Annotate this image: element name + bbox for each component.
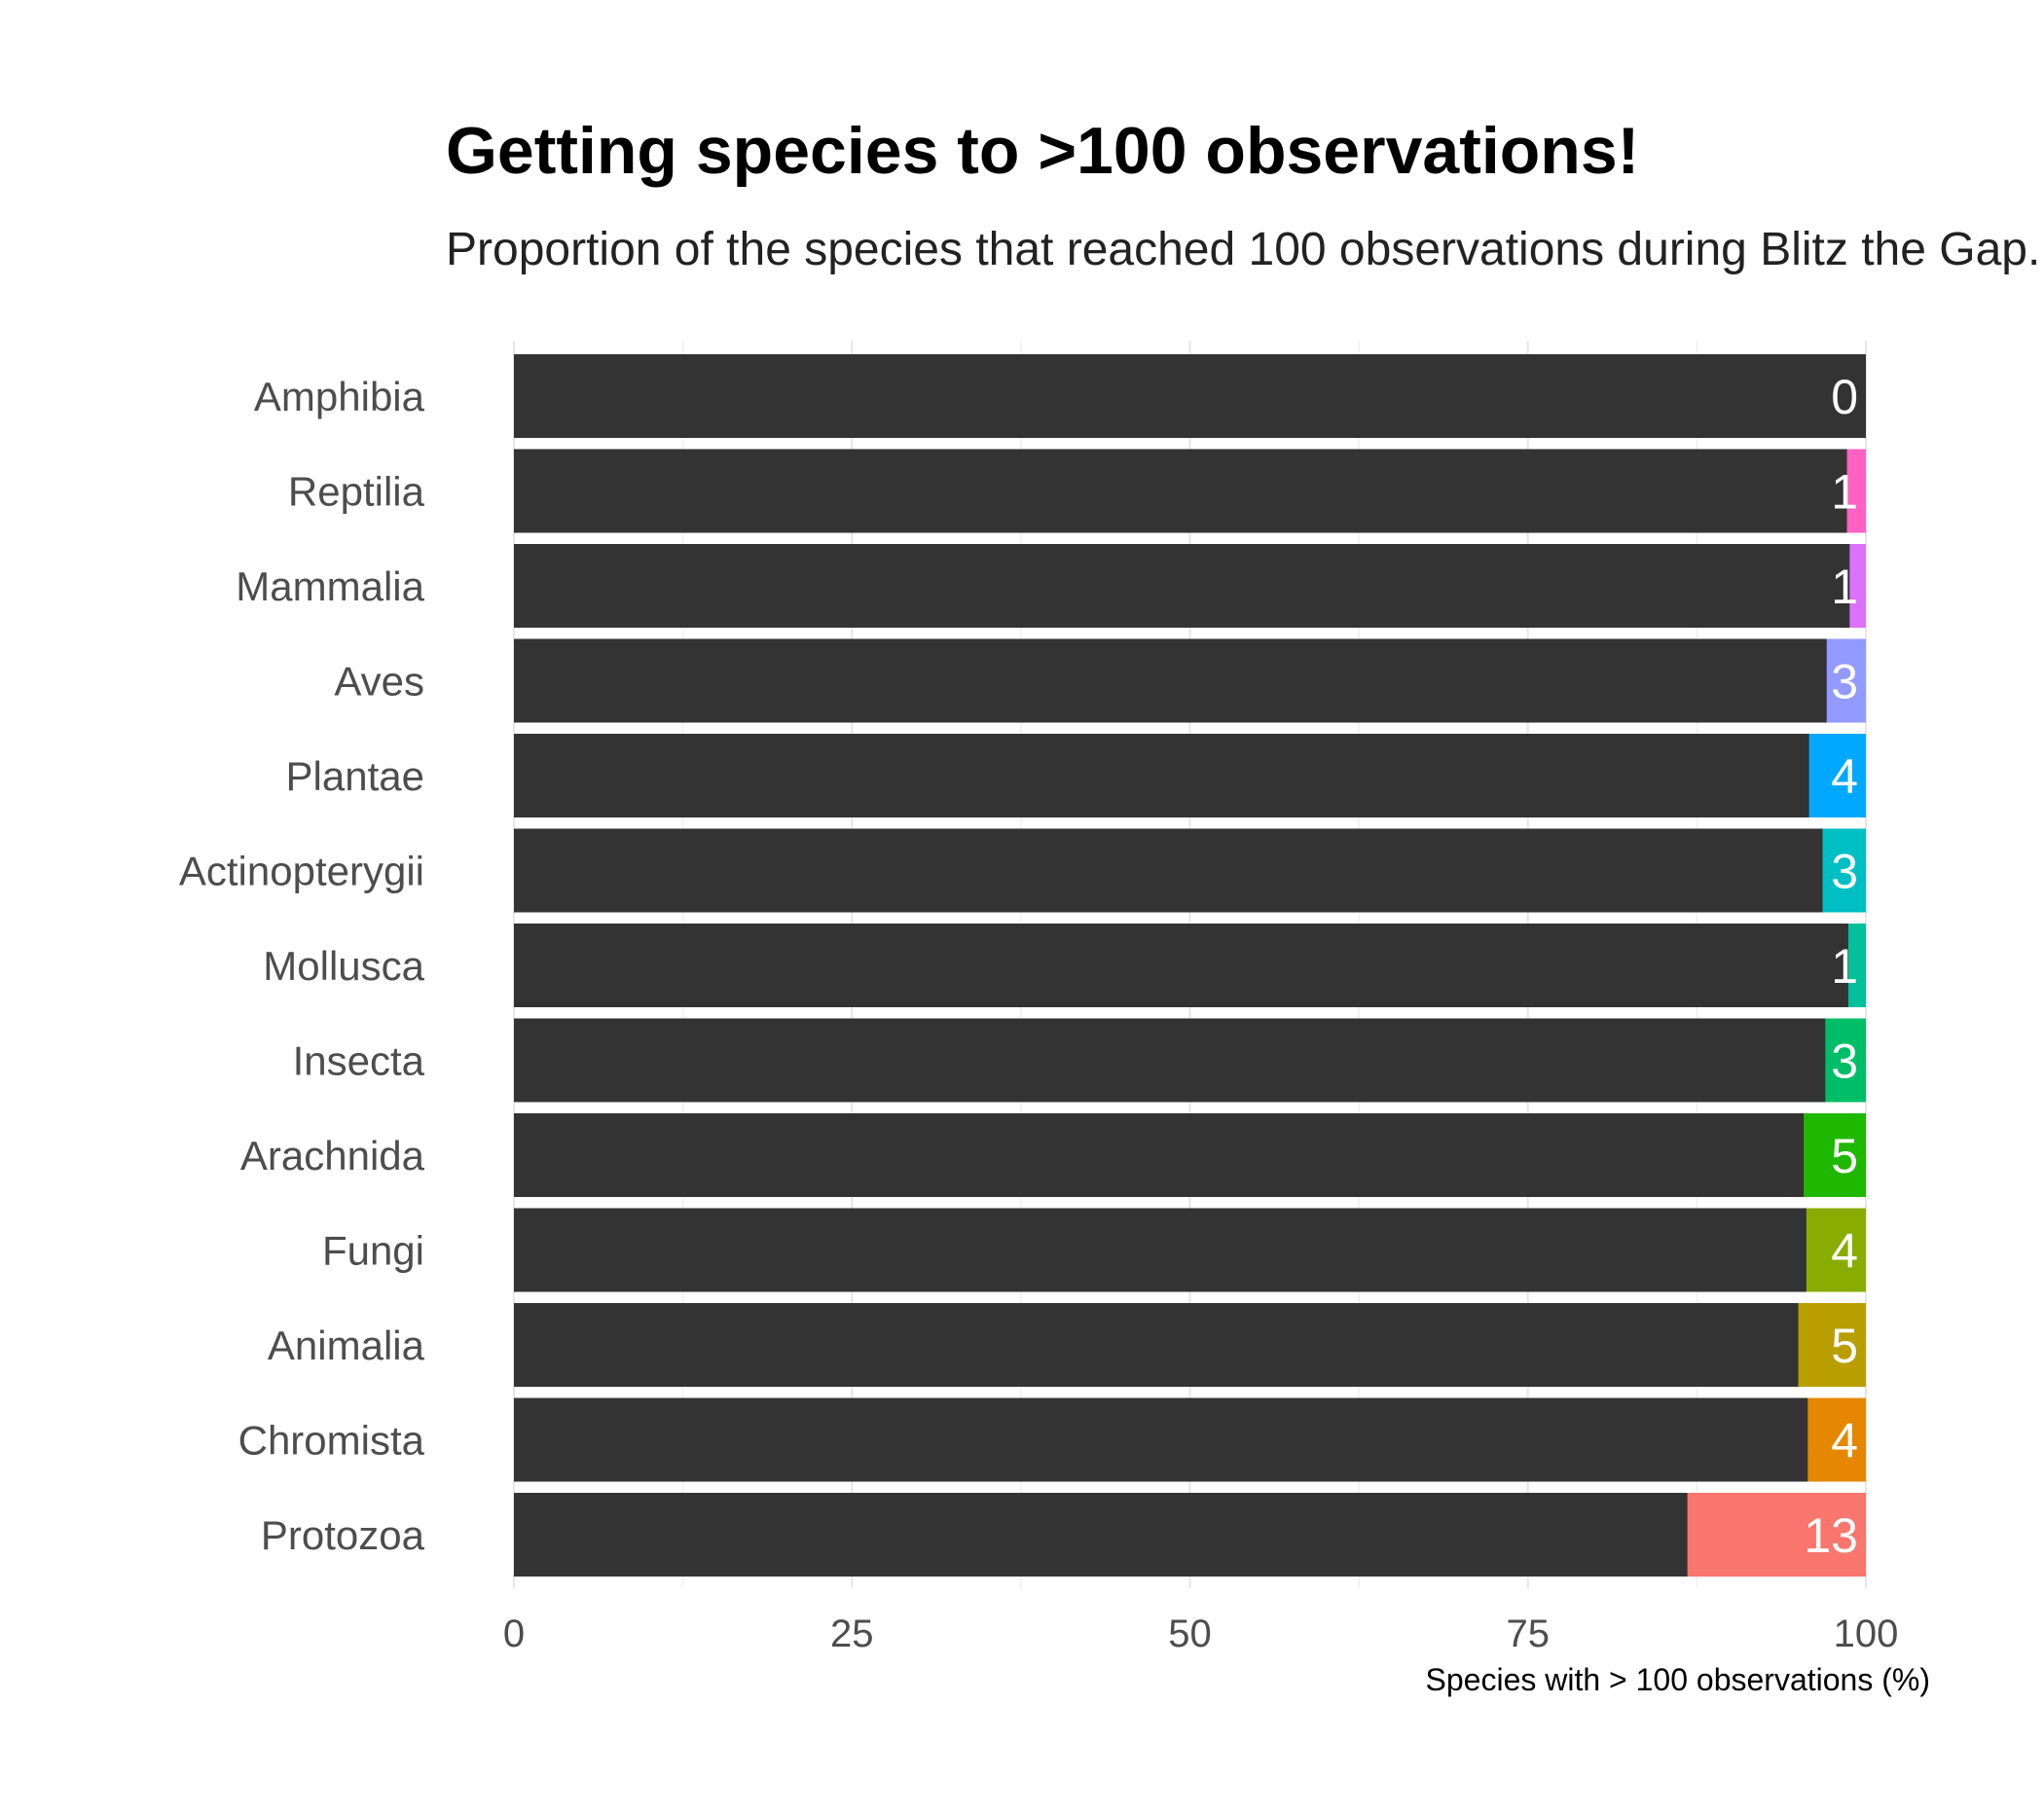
data-label-plantae: 4 — [1831, 749, 1858, 804]
x-tick-label: 0 — [503, 1613, 525, 1655]
bar-background-amphibia — [514, 354, 1866, 438]
bar-aves — [1826, 638, 1866, 723]
category-label-plantae: Plantae — [286, 753, 424, 799]
category-label-insecta: Insecta — [293, 1038, 425, 1084]
category-labels: Amphibia Reptilia Mammalia Aves Plantae Actin… — [179, 374, 425, 1558]
category-label-animalia: Animalia — [268, 1323, 425, 1368]
bar-background-fungi — [514, 1208, 1866, 1292]
bar-animalia — [1798, 1303, 1866, 1387]
bar-chromista — [1807, 1397, 1866, 1482]
data-label-reptilia: 1 — [1831, 465, 1858, 520]
category-label-protozoa: Protozoa — [261, 1512, 425, 1558]
x-axis-ticks: 0 25 50 75 100 — [503, 1613, 1899, 1655]
bar-background-animalia — [514, 1303, 1866, 1387]
chart-title: Getting species to >100 observations! — [446, 114, 1639, 188]
bar-background-insecta — [514, 1018, 1866, 1103]
bar-background-aves — [514, 638, 1866, 723]
bar-background-mammalia — [514, 544, 1866, 628]
x-tick-label: 75 — [1507, 1613, 1551, 1655]
data-label-mammalia: 1 — [1831, 560, 1858, 614]
category-label-aves: Aves — [334, 659, 424, 705]
bar-actinopterygii — [1822, 828, 1866, 913]
x-tick-label: 100 — [1834, 1613, 1899, 1655]
data-label-arachnida: 5 — [1831, 1129, 1858, 1183]
category-label-actinopterygii: Actinopterygii — [179, 849, 424, 894]
bar-background-arachnida — [514, 1113, 1866, 1197]
data-label-animalia: 5 — [1831, 1319, 1858, 1373]
data-label-fungi: 4 — [1831, 1224, 1858, 1279]
x-axis-title: Species with > 100 observations (%) — [1426, 1662, 1930, 1697]
category-label-amphibia: Amphibia — [254, 374, 425, 419]
category-label-mammalia: Mammalia — [236, 563, 424, 609]
data-label-amphibia: 0 — [1831, 370, 1858, 424]
bar-background-reptilia — [514, 449, 1866, 533]
bar-reptilia — [1846, 449, 1866, 533]
bar-mollusca — [1847, 924, 1866, 1007]
bar-protozoa — [1687, 1493, 1866, 1577]
category-label-arachnida: Arachnida — [240, 1133, 425, 1178]
bar-background-chromista — [514, 1397, 1866, 1482]
bar-insecta — [1825, 1018, 1866, 1103]
category-label-fungi: Fungi — [322, 1228, 424, 1274]
data-label-mollusca: 1 — [1831, 939, 1858, 994]
category-label-mollusca: Mollusca — [263, 943, 424, 989]
bar-plantae — [1808, 734, 1866, 817]
category-label-reptilia: Reptilia — [288, 469, 425, 515]
bar-background-actinopterygii — [514, 828, 1866, 913]
bar-fungi — [1806, 1208, 1866, 1292]
bar-mammalia — [1849, 544, 1866, 628]
data-label-protozoa: 13 — [1804, 1508, 1858, 1563]
bar-arachnida — [1804, 1113, 1866, 1197]
data-label-chromista: 4 — [1831, 1414, 1858, 1469]
bar-background-plantae — [514, 734, 1866, 817]
data-label-insecta: 3 — [1831, 1034, 1858, 1089]
chart-subtitle: Proportion of the species that reached 1… — [446, 224, 2040, 275]
data-label-actinopterygii: 3 — [1831, 845, 1858, 899]
x-tick-label: 25 — [830, 1613, 874, 1655]
x-tick-label: 50 — [1168, 1613, 1212, 1655]
bar-background-protozoa — [514, 1493, 1866, 1577]
category-label-chromista: Chromista — [238, 1418, 425, 1464]
bar-background-mollusca — [514, 924, 1866, 1007]
data-label-aves: 3 — [1831, 655, 1858, 709]
